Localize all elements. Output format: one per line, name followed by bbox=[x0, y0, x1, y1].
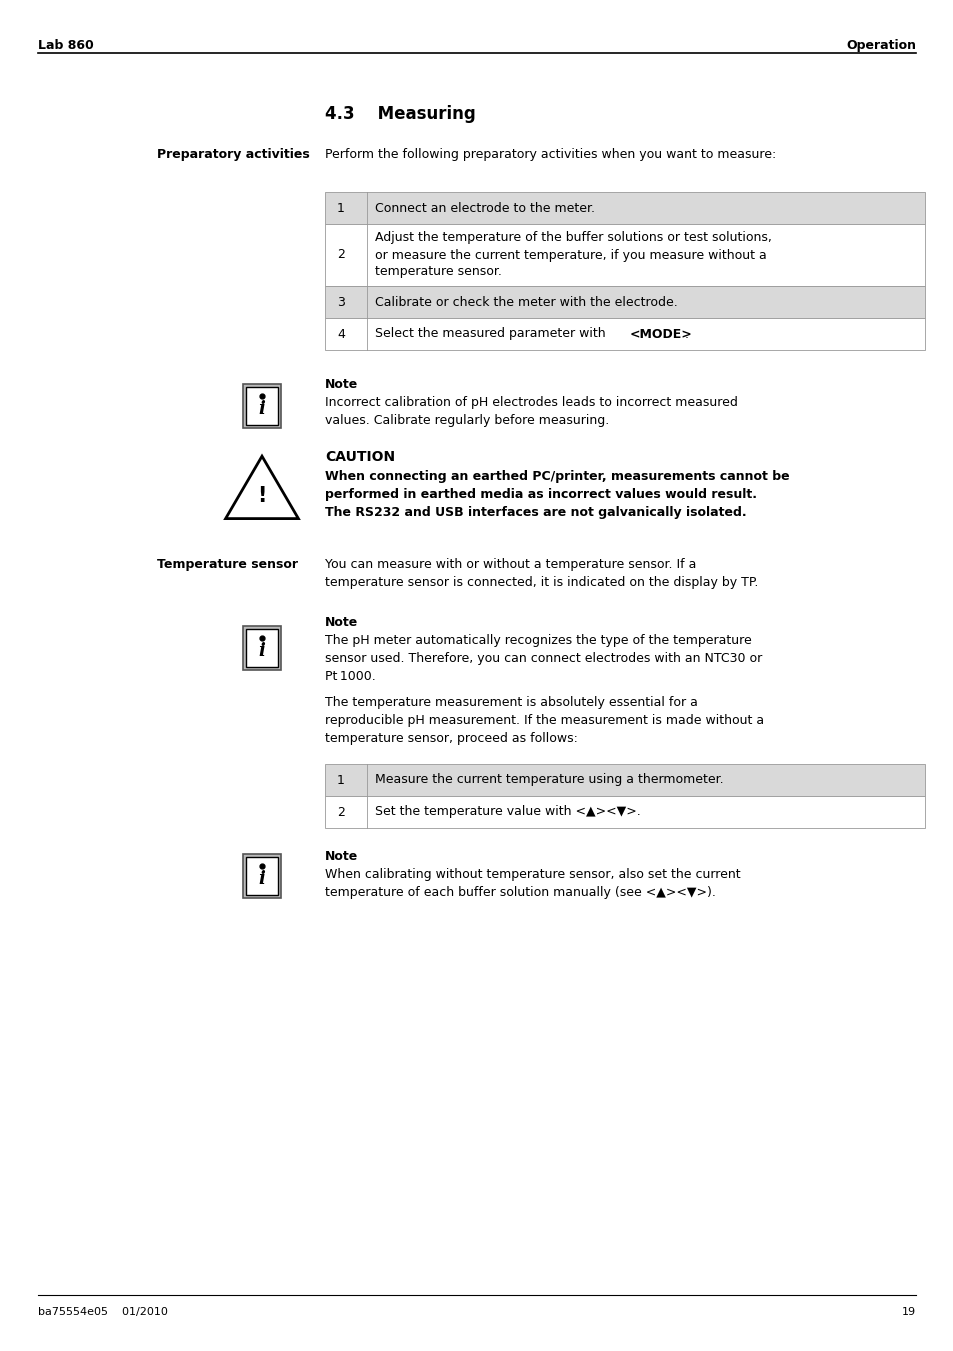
Text: 3: 3 bbox=[336, 296, 345, 308]
Text: .: . bbox=[684, 327, 688, 340]
Text: 1: 1 bbox=[336, 774, 345, 786]
FancyBboxPatch shape bbox=[243, 384, 280, 428]
Text: Measure the current temperature using a thermometer.: Measure the current temperature using a … bbox=[375, 774, 723, 786]
Text: You can measure with or without a temperature sensor. If a
temperature sensor is: You can measure with or without a temper… bbox=[325, 558, 758, 589]
FancyBboxPatch shape bbox=[325, 317, 924, 350]
Text: 19: 19 bbox=[901, 1306, 915, 1317]
Text: i: i bbox=[258, 400, 265, 417]
FancyBboxPatch shape bbox=[325, 192, 924, 224]
Text: 4.3    Measuring: 4.3 Measuring bbox=[325, 105, 476, 123]
Text: Note: Note bbox=[325, 378, 358, 390]
Text: The temperature measurement is absolutely essential for a
reproducible pH measur: The temperature measurement is absolutel… bbox=[325, 696, 763, 744]
Text: !: ! bbox=[257, 486, 267, 507]
Text: ba75554e05    01/2010: ba75554e05 01/2010 bbox=[38, 1306, 168, 1317]
Text: 2: 2 bbox=[336, 249, 345, 262]
Text: When calibrating without temperature sensor, also set the current
temperature of: When calibrating without temperature sen… bbox=[325, 867, 740, 898]
Text: i: i bbox=[258, 642, 265, 661]
Text: Connect an electrode to the meter.: Connect an electrode to the meter. bbox=[375, 201, 595, 215]
Text: When connecting an earthed PC/printer, measurements cannot be
performed in earth: When connecting an earthed PC/printer, m… bbox=[325, 470, 789, 519]
Text: Perform the following preparatory activities when you want to measure:: Perform the following preparatory activi… bbox=[325, 149, 776, 161]
Text: Lab 860: Lab 860 bbox=[38, 39, 93, 51]
Text: Incorrect calibration of pH electrodes leads to incorrect measured
values. Calib: Incorrect calibration of pH electrodes l… bbox=[325, 396, 737, 427]
FancyBboxPatch shape bbox=[325, 796, 924, 828]
Text: Temperature sensor: Temperature sensor bbox=[157, 558, 297, 571]
FancyBboxPatch shape bbox=[246, 857, 277, 896]
FancyBboxPatch shape bbox=[325, 224, 924, 286]
Polygon shape bbox=[225, 457, 298, 519]
Text: 2: 2 bbox=[336, 805, 345, 819]
Text: CAUTION: CAUTION bbox=[325, 450, 395, 463]
FancyBboxPatch shape bbox=[325, 286, 924, 317]
Text: Select the measured parameter with: Select the measured parameter with bbox=[375, 327, 609, 340]
Text: <MODE>: <MODE> bbox=[629, 327, 692, 340]
Text: Set the temperature value with <▲><▼>.: Set the temperature value with <▲><▼>. bbox=[375, 805, 640, 819]
Text: 1: 1 bbox=[336, 201, 345, 215]
Text: Operation: Operation bbox=[845, 39, 915, 51]
Text: Note: Note bbox=[325, 850, 358, 863]
Text: Adjust the temperature of the buffer solutions or test solutions,
or measure the: Adjust the temperature of the buffer sol… bbox=[375, 231, 771, 278]
Text: The pH meter automatically recognizes the type of the temperature
sensor used. T: The pH meter automatically recognizes th… bbox=[325, 634, 761, 684]
Text: i: i bbox=[258, 870, 265, 888]
Text: 4: 4 bbox=[336, 327, 345, 340]
FancyBboxPatch shape bbox=[246, 386, 277, 426]
FancyBboxPatch shape bbox=[246, 628, 277, 667]
Text: Calibrate or check the meter with the electrode.: Calibrate or check the meter with the el… bbox=[375, 296, 677, 308]
Text: Preparatory activities: Preparatory activities bbox=[157, 149, 310, 161]
FancyBboxPatch shape bbox=[325, 765, 924, 796]
FancyBboxPatch shape bbox=[243, 854, 280, 898]
FancyBboxPatch shape bbox=[243, 626, 280, 670]
Text: Note: Note bbox=[325, 616, 358, 630]
